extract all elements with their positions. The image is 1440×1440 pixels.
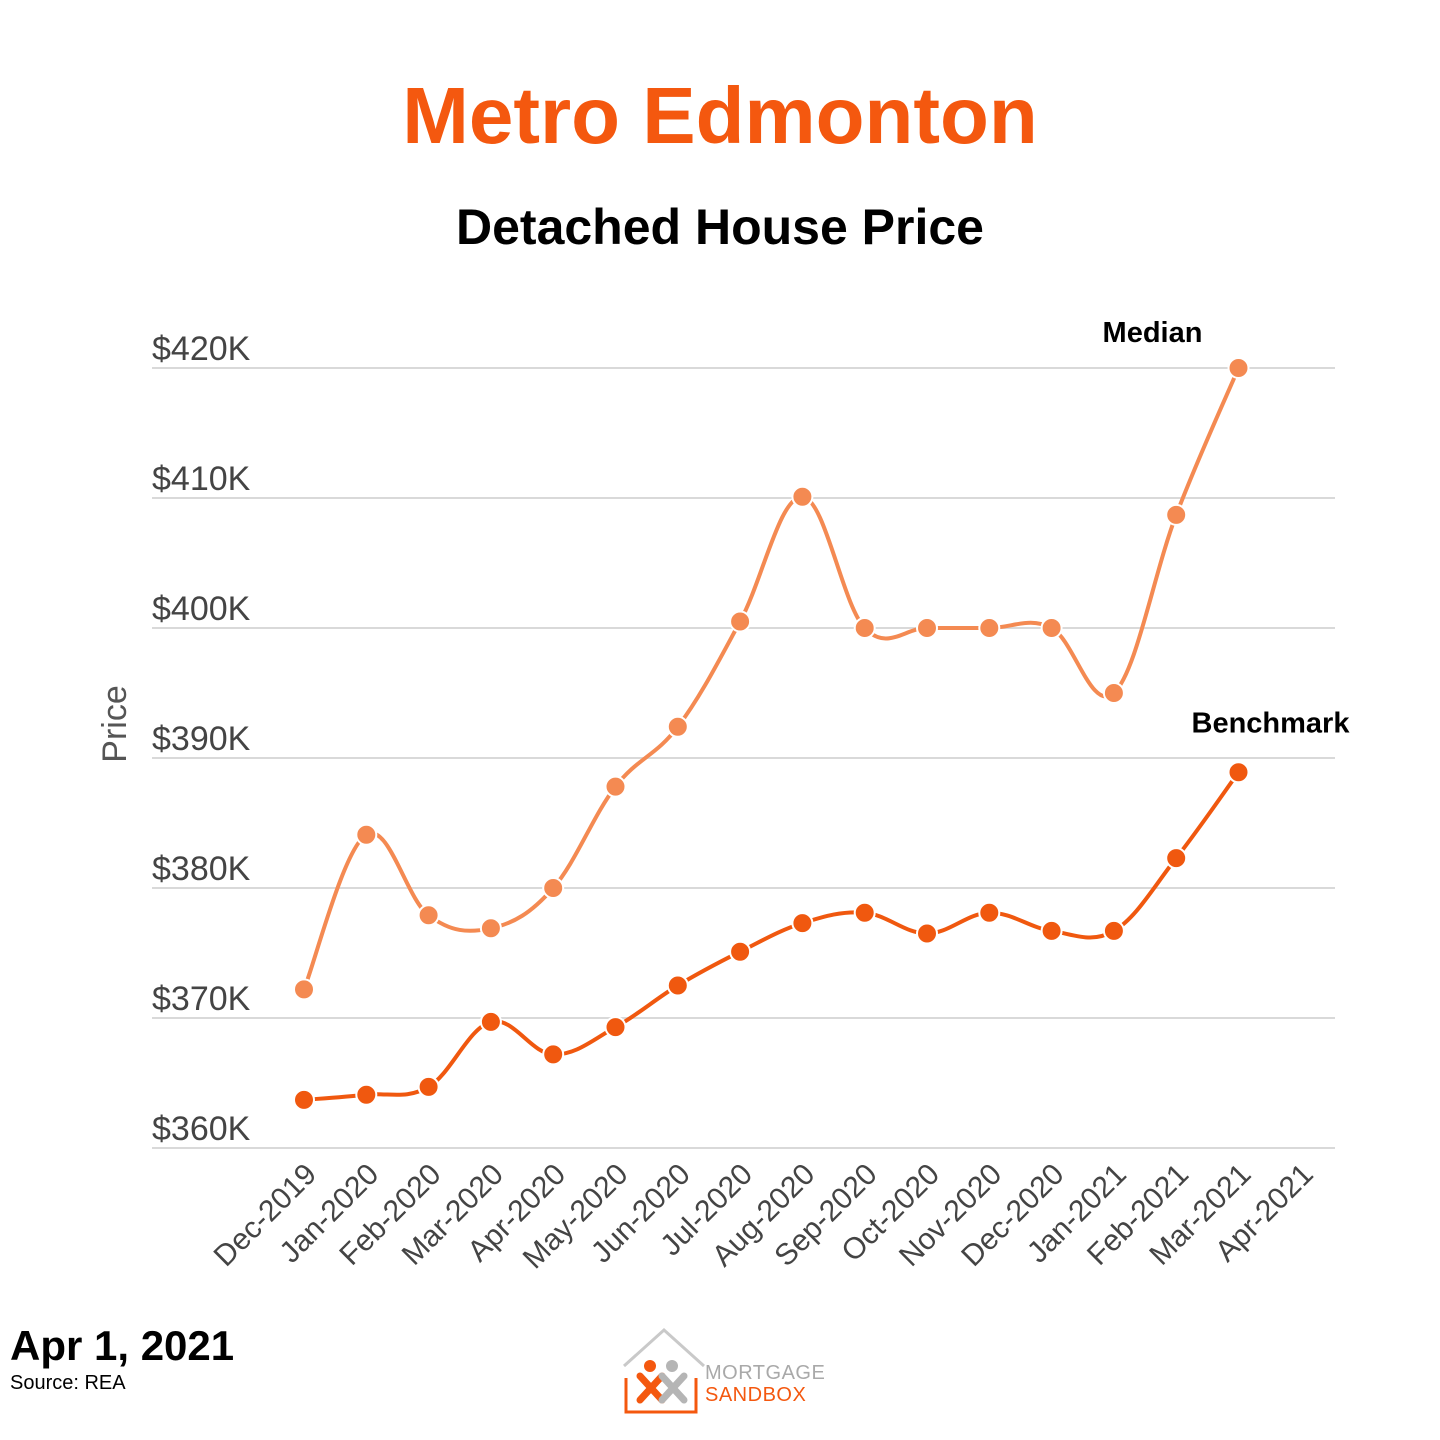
data-point-benchmark [417, 1075, 440, 1098]
series-line-median [302, 366, 1241, 992]
data-point-median [542, 877, 565, 899]
page-title: Metro Edmonton [402, 71, 1038, 160]
y-tick-label: $400K [152, 590, 251, 628]
data-point-median [293, 978, 315, 1001]
y-tick-label: $420K [152, 330, 251, 368]
chart-subtitle: Detached House Price [456, 199, 984, 255]
logo-text-sandbox: SANDBOX [705, 1384, 807, 1406]
data-point-median [916, 617, 938, 639]
report-date: Apr 1, 2021 [10, 1322, 235, 1369]
data-point-median [1040, 617, 1063, 639]
person-head-icon [644, 1360, 656, 1372]
data-point-benchmark [978, 901, 1001, 924]
data-point-median [666, 715, 689, 738]
data-point-median [417, 904, 440, 927]
data-point-benchmark [479, 1010, 502, 1033]
y-tick-label: $380K [152, 850, 251, 888]
person-head-icon [666, 1360, 678, 1372]
sandbox-frame-icon [624, 1378, 698, 1414]
y-tick-label: $360K [152, 1110, 251, 1148]
source-note: Source: REA [10, 1372, 126, 1394]
data-point-benchmark [1227, 761, 1250, 784]
data-point-benchmark [1102, 919, 1125, 942]
data-point-benchmark [355, 1083, 378, 1106]
series-label-median: Median [1103, 317, 1203, 349]
data-point-median [479, 917, 502, 940]
mortgage-sandbox-logo [622, 1327, 706, 1414]
y-tick-label: $410K [152, 460, 251, 498]
data-point-median [978, 617, 1001, 639]
line-chart: $360K $370K $380K $390K $400K $410K $420K Dec-… [96, 317, 1351, 1276]
series-line-benchmark [302, 770, 1241, 1102]
house-roof-icon [622, 1327, 706, 1368]
data-point-benchmark [916, 922, 938, 945]
data-point-median [791, 485, 814, 508]
x-axis-ticks: Dec-2019Jan-2020Feb-2020Mar-2020Apr-2020… [208, 1158, 1320, 1276]
y-axis-ticks: $360K $370K $380K $390K $400K $410K $420K [152, 330, 251, 1148]
person-body-icon [658, 1372, 688, 1404]
logo-text-mortgage: MORTGAGE [705, 1362, 826, 1384]
series-labels: Median Benchmark [1103, 317, 1351, 739]
data-point-benchmark [791, 912, 814, 935]
data-point-benchmark [542, 1043, 565, 1066]
y-tick-label: $390K [152, 720, 251, 758]
data-point-benchmark [729, 940, 752, 963]
data-point-median [1227, 357, 1250, 379]
data-point-median [1102, 682, 1125, 704]
data-point-median [1165, 503, 1188, 526]
gridlines [152, 367, 1335, 1149]
data-point-benchmark [293, 1088, 315, 1111]
data-point-benchmark [1165, 847, 1188, 870]
data-point-median [729, 610, 752, 633]
series-points [293, 357, 1250, 1111]
y-tick-label: $370K [152, 980, 251, 1018]
series-label-benchmark: Benchmark [1192, 707, 1351, 739]
data-point-median [355, 823, 378, 846]
data-point-benchmark [853, 901, 876, 924]
data-point-benchmark [666, 974, 689, 997]
person-body-icon [636, 1372, 666, 1404]
data-point-median [604, 775, 627, 798]
y-axis-label: Price [96, 685, 134, 762]
data-point-benchmark [1040, 919, 1063, 942]
series-lines [302, 366, 1241, 1102]
data-point-median [853, 617, 876, 639]
data-point-benchmark [604, 1016, 627, 1039]
